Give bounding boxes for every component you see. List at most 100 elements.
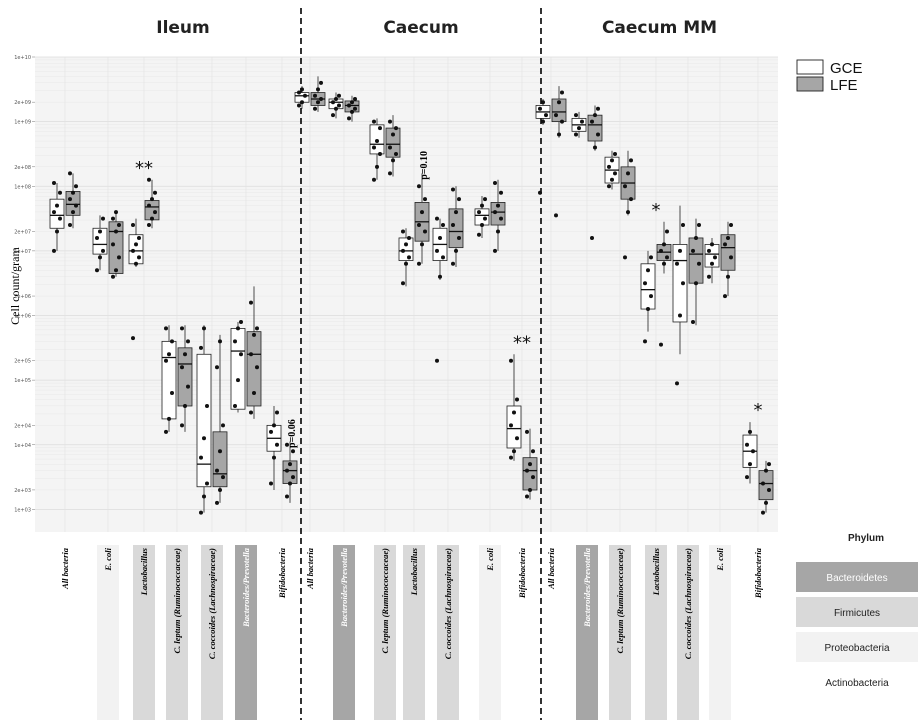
panel-titles: Ileum Caecum Caecum MM xyxy=(156,18,717,38)
data-point xyxy=(441,255,445,260)
significance-annotations: **p=0.06p=0.10**** xyxy=(135,151,763,448)
data-point xyxy=(509,423,513,428)
data-point xyxy=(337,103,341,108)
data-point xyxy=(111,274,115,279)
data-point xyxy=(180,423,184,428)
data-point xyxy=(215,468,219,473)
x-category-label: All bacteria xyxy=(305,547,315,590)
data-point xyxy=(170,391,174,396)
data-point xyxy=(607,184,611,189)
significance-stars: * xyxy=(652,200,661,221)
data-point xyxy=(761,481,765,486)
data-point xyxy=(285,442,289,447)
x-category-band xyxy=(437,545,459,720)
data-point xyxy=(477,210,481,215)
data-point xyxy=(707,274,711,279)
data-point xyxy=(423,197,427,202)
data-point xyxy=(531,449,535,454)
data-point xyxy=(134,261,138,266)
data-point xyxy=(164,429,168,434)
data-point xyxy=(372,145,376,150)
x-category-band xyxy=(645,545,667,720)
data-point xyxy=(509,455,513,460)
data-point xyxy=(528,462,532,467)
legend-label-gce: GCE xyxy=(830,60,863,77)
y-tick-label: 2e+07 xyxy=(14,229,31,235)
data-point xyxy=(347,103,351,108)
data-point xyxy=(710,242,714,247)
data-point xyxy=(218,487,222,492)
data-point xyxy=(74,203,78,208)
data-point xyxy=(272,455,276,460)
data-point xyxy=(388,145,392,150)
data-point xyxy=(255,326,259,331)
data-point xyxy=(691,248,695,253)
data-point xyxy=(313,93,317,98)
data-point xyxy=(300,100,304,105)
lfe-box xyxy=(587,114,603,142)
data-point xyxy=(745,475,749,480)
data-point xyxy=(629,197,633,202)
significance-stars: ** xyxy=(135,158,153,179)
data-point xyxy=(288,462,292,467)
y-tick-label: 2e+05 xyxy=(14,359,31,365)
data-point xyxy=(643,339,647,344)
data-point xyxy=(95,235,99,240)
data-point xyxy=(554,213,558,218)
data-point xyxy=(401,248,405,253)
data-point xyxy=(269,481,273,486)
data-point xyxy=(626,171,630,176)
data-point xyxy=(285,494,289,499)
data-point xyxy=(407,235,411,240)
data-point xyxy=(291,475,295,480)
data-point xyxy=(538,190,542,195)
data-point xyxy=(180,365,184,370)
data-point xyxy=(528,487,532,492)
x-category-label: C. coccoides (Lachnospiraceae) xyxy=(443,548,453,659)
data-point xyxy=(761,510,765,515)
data-point xyxy=(767,462,771,467)
data-point xyxy=(748,429,752,434)
data-point xyxy=(593,113,597,118)
data-point xyxy=(183,352,187,357)
data-point xyxy=(593,145,597,150)
data-point xyxy=(417,184,421,189)
data-point xyxy=(713,255,717,260)
data-point xyxy=(649,294,653,299)
p-value-annotation: p=0.10 xyxy=(419,151,430,180)
x-category-label: Lactobacillus xyxy=(139,547,149,596)
data-point xyxy=(401,281,405,286)
data-point xyxy=(111,216,115,221)
data-point xyxy=(205,403,209,408)
lfe-box xyxy=(720,234,736,271)
data-point xyxy=(451,261,455,266)
data-point xyxy=(52,248,56,253)
data-point xyxy=(147,203,151,208)
data-point xyxy=(137,235,141,240)
y-tick-label: 1e+09 xyxy=(14,120,31,126)
data-point xyxy=(574,132,578,137)
phylum-label: Firmicutes xyxy=(834,608,880,619)
x-category-band xyxy=(403,545,425,720)
data-point xyxy=(239,352,243,357)
data-point xyxy=(723,294,727,299)
data-point xyxy=(665,229,669,234)
legend-label-lfe: LFE xyxy=(830,77,858,94)
data-point xyxy=(252,332,256,337)
y-tick-label: 1e+10 xyxy=(14,55,31,61)
phylum-swatch xyxy=(796,597,918,627)
data-point xyxy=(114,229,118,234)
data-point xyxy=(626,210,630,215)
data-point xyxy=(134,242,138,247)
data-point xyxy=(675,261,679,266)
x-category-band xyxy=(576,545,598,720)
data-point xyxy=(55,229,59,234)
x-category-label: Bacteroides/Prevotella xyxy=(339,547,349,628)
data-point xyxy=(150,216,154,221)
data-point xyxy=(236,326,240,331)
x-category-label: Bifidobacteria xyxy=(753,547,763,599)
panel-background xyxy=(35,57,301,532)
y-tick-label: 1e+04 xyxy=(14,443,31,449)
data-point xyxy=(319,80,323,85)
